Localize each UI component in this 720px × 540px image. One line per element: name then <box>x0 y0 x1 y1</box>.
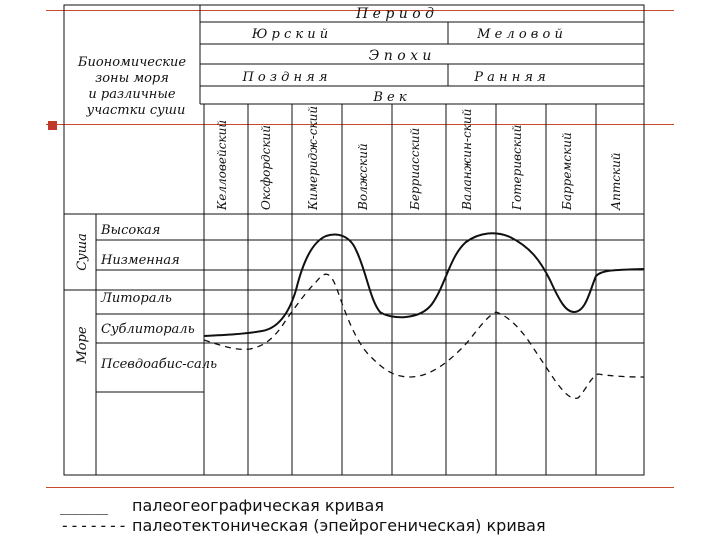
zones-title: Биономические зоны моря и различные учас… <box>77 55 186 118</box>
middle-accent-line <box>46 124 674 125</box>
legend-label: палеотектоническая (эпейрогеническая) кр… <box>132 516 546 535</box>
paleogeographic-curve <box>203 232 645 337</box>
legend-key-solid: _____ <box>60 496 109 515</box>
stage-labels: Келловейский Оксфордский Кимеридж-ский В… <box>215 106 623 211</box>
stage-label: Кимеридж-ский <box>306 106 320 211</box>
stage-label: Аптский <box>609 152 623 211</box>
geological-chart: П е р и о д Ю р с к и й М е л о в о й Э … <box>63 4 645 476</box>
stage-label: Готеривский <box>510 125 524 211</box>
paleotectonic-curve <box>203 273 645 399</box>
header-period: П е р и о д <box>355 6 434 22</box>
header-century: В е к <box>372 90 407 105</box>
stage-label: Валанжин-ский <box>460 109 474 211</box>
group-sea: Море <box>75 326 90 364</box>
legend-row-paleotectonic: ------- палеотектоническая (эпейрогеничес… <box>60 516 546 535</box>
header-early: Р а н н я я <box>473 70 546 85</box>
stage-label: Оксфордский <box>259 125 273 210</box>
bottom-accent-line <box>46 487 674 488</box>
stage-label: Волжский <box>356 143 370 211</box>
zone-labels: Высокая Низменная Литораль Сублитораль П… <box>100 223 217 372</box>
grid-lines <box>63 4 645 476</box>
header-jurassic: Ю р с к и й <box>251 27 328 42</box>
zone-label: Псевдоабис-саль <box>100 357 217 372</box>
slide-bullet <box>48 121 57 130</box>
header-cretaceous: М е л о в о й <box>476 27 563 42</box>
zone-label: Литораль <box>100 291 172 306</box>
stage-label: Келловейский <box>215 120 229 211</box>
stage-label: Барремский <box>560 132 574 211</box>
stage-label: Берриасский <box>408 128 422 211</box>
top-accent-line <box>46 10 674 11</box>
header-late: П о з д н я я <box>241 70 327 85</box>
legend-row-paleogeographic: _____ палеогеографическая кривая <box>60 496 384 515</box>
legend-label: палеогеографическая кривая <box>132 496 384 515</box>
header-epoch: Э п о х и <box>369 48 432 64</box>
zones-title-line: Биономические <box>77 55 186 70</box>
zone-label: Высокая <box>100 223 160 238</box>
zone-label: Сублитораль <box>101 322 195 337</box>
zones-title-line: участки суши <box>86 103 186 118</box>
zones-title-line: и различные <box>88 87 176 102</box>
zone-label: Низменная <box>100 253 180 268</box>
legend-key-dashed: ------- <box>60 516 128 535</box>
zones-title-line: зоны моря <box>95 71 169 86</box>
group-land: Суша <box>75 233 90 271</box>
